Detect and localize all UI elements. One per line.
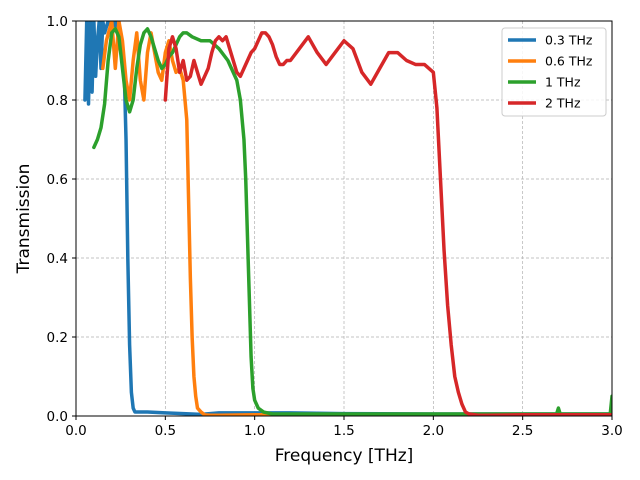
legend-label-2: 1 THz: [545, 75, 581, 90]
y-tick-label: 0.8: [47, 93, 68, 109]
x-tick-label: 3.0: [601, 423, 622, 439]
series-line-3: [163, 31, 612, 416]
series-line-0: [83, 21, 612, 416]
x-axis-label: Frequency [THz]: [275, 446, 414, 466]
y-tick-label: 1.0: [47, 14, 68, 30]
series-line-2: [92, 27, 612, 416]
series-layer: [83, 21, 612, 416]
x-tick-label: 1.0: [244, 423, 265, 439]
x-tick-label: 0.0: [65, 423, 86, 439]
series-line-1: [101, 21, 612, 416]
x-tick-label: 2.5: [512, 423, 533, 439]
y-axis-label: Transmission: [14, 164, 34, 275]
legend: 0.3 THz 0.6 THz 1 THz 2 THz: [501, 27, 607, 117]
legend-label-0: 0.3 THz: [545, 33, 593, 48]
legend-label-3: 2 THz: [545, 96, 581, 111]
x-tick-label: 2.0: [423, 423, 444, 439]
x-tick-label: 1.5: [333, 423, 354, 439]
axis-ticks: 0.0 0.5 1.0 1.5 2.0 2.5 3.0 0.0 0.2 0.4 0.6 0.8 1.0: [47, 14, 623, 439]
legend-box: [501, 27, 607, 117]
legend-label-1: 0.6 THz: [545, 54, 593, 69]
x-tick-label: 0.5: [155, 423, 176, 439]
y-tick-label: 0.2: [47, 330, 68, 346]
y-tick-label: 0.4: [47, 251, 68, 267]
y-tick-label: 0.0: [47, 409, 68, 425]
y-tick-label: 0.6: [47, 172, 68, 188]
